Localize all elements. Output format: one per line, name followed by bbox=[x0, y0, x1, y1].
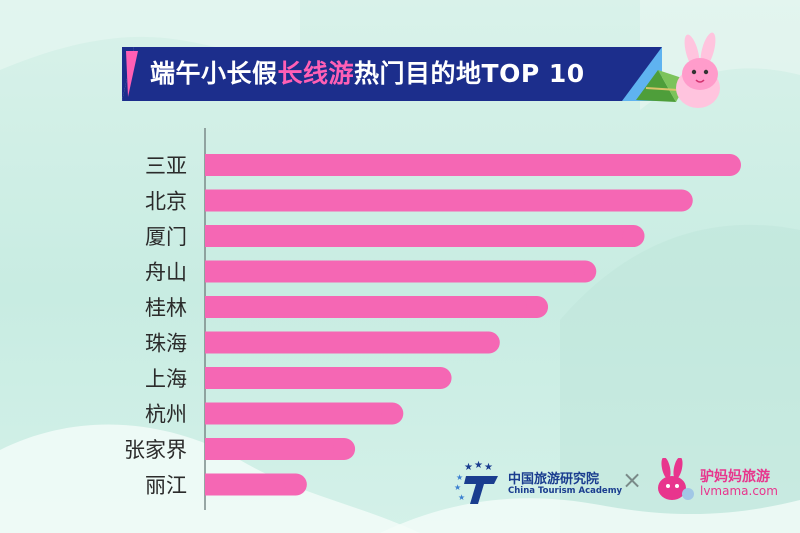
bar-cap-0 bbox=[719, 154, 741, 176]
footer-logos: ★ ★ ★ ★ ★ ★ 中国旅游研究院 China Tourism Academ… bbox=[450, 456, 780, 506]
bar-cap-6 bbox=[429, 367, 452, 389]
category-label-3: 舟山 bbox=[145, 261, 187, 285]
category-label-9: 丽江 bbox=[145, 474, 187, 498]
bar-5 bbox=[205, 331, 489, 354]
bar-8 bbox=[205, 438, 345, 460]
bar-3 bbox=[205, 260, 586, 283]
bar-0 bbox=[205, 154, 730, 176]
category-label-5: 珠海 bbox=[145, 332, 187, 356]
bar-9 bbox=[205, 473, 296, 496]
category-label-4: 桂林 bbox=[145, 296, 187, 320]
bar-cap-5 bbox=[477, 331, 500, 354]
china-tourism-academy-logo-icon: ★ ★ ★ ★ ★ ★ bbox=[454, 460, 498, 504]
bar-cap-1 bbox=[670, 189, 693, 212]
svg-text:★: ★ bbox=[484, 462, 493, 473]
category-label-2: 厦门 bbox=[145, 225, 187, 249]
svg-text:★: ★ bbox=[458, 493, 465, 502]
lvmama-rabbit-logo-icon bbox=[658, 458, 694, 500]
chart-title: 端午小长假长线游热门目的地TOP 10 bbox=[150, 57, 585, 91]
bar-cap-4 bbox=[526, 296, 549, 318]
bar-1 bbox=[205, 189, 682, 212]
bar-cap-8 bbox=[333, 438, 356, 460]
partner-url: lvmama.com bbox=[700, 484, 778, 498]
svg-text:★: ★ bbox=[464, 462, 473, 473]
svg-text:★: ★ bbox=[456, 473, 463, 482]
category-label-0: 三亚 bbox=[145, 154, 187, 178]
bar-cap-2 bbox=[622, 225, 645, 247]
bar-2 bbox=[205, 225, 634, 247]
bar-6 bbox=[205, 367, 441, 389]
academy-name: 中国旅游研究院 bbox=[508, 472, 600, 487]
bar-cap-7 bbox=[381, 402, 404, 425]
partner-name: 驴妈妈旅游 bbox=[700, 469, 770, 485]
rabbit-mascot-icon bbox=[636, 32, 720, 108]
logo-separator: × bbox=[622, 466, 643, 494]
category-label-7: 杭州 bbox=[145, 403, 187, 427]
title-highlight: 长线游 bbox=[277, 59, 355, 88]
title-part1: 端午小长假 bbox=[150, 59, 278, 88]
bar-7 bbox=[205, 402, 393, 425]
category-label-1: 北京 bbox=[145, 190, 187, 214]
category-label-6: 上海 bbox=[145, 367, 187, 391]
academy-name-en: China Tourism Academy bbox=[508, 486, 623, 496]
category-label-8: 张家界 bbox=[124, 438, 187, 462]
title-part2: 热门目的地TOP 10 bbox=[354, 59, 585, 88]
svg-text:★: ★ bbox=[474, 460, 483, 471]
svg-text:★: ★ bbox=[454, 483, 461, 492]
bar-cap-3 bbox=[574, 260, 597, 283]
bar-4 bbox=[205, 296, 538, 318]
title-banner: 端午小长假长线游热门目的地TOP 10 bbox=[122, 47, 662, 101]
bar-cap-9 bbox=[284, 473, 307, 496]
